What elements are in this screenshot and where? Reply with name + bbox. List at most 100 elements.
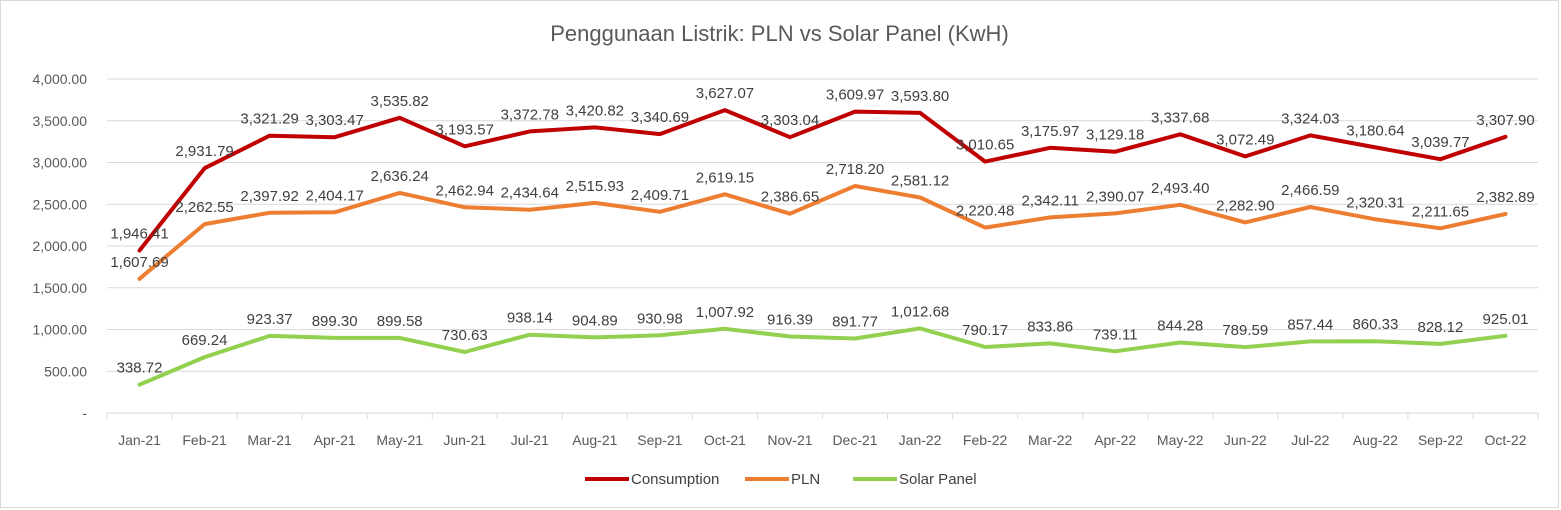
data-label-solar-panel: 789.59	[1222, 322, 1268, 339]
data-label-solar-panel: 669.24	[182, 332, 228, 349]
x-tick-label: Oct-21	[704, 432, 746, 448]
data-label-pln: 2,382.89	[1476, 189, 1534, 206]
y-tick-label: 1,000.00	[33, 322, 88, 338]
series-line-pln	[137, 184, 1508, 281]
data-label-consumption: 1,946.41	[110, 225, 168, 242]
data-label-pln: 2,404.17	[305, 187, 363, 204]
x-tick-label: Sep-21	[637, 432, 682, 448]
x-tick-label: Jul-21	[511, 432, 549, 448]
series-line-consumption	[137, 108, 1508, 253]
data-label-pln: 2,466.59	[1281, 182, 1339, 199]
data-label-pln: 2,434.64	[501, 185, 559, 202]
y-tick-label: 2,500.00	[33, 196, 88, 212]
data-label-solar-panel: 844.28	[1157, 318, 1203, 335]
data-label-consumption: 3,072.49	[1216, 131, 1274, 148]
y-tick-label: 3,000.00	[33, 155, 88, 171]
x-tick-label: Aug-22	[1353, 432, 1398, 448]
y-tick-label: 4,000.00	[33, 71, 88, 87]
data-label-solar-panel: 860.33	[1352, 316, 1398, 333]
y-tick-label: 2,000.00	[33, 238, 88, 254]
data-label-pln: 2,342.11	[1022, 192, 1079, 209]
y-tick-label: -	[82, 405, 87, 421]
data-label-consumption: 3,129.18	[1086, 127, 1144, 144]
data-label-solar-panel: 338.72	[117, 360, 163, 377]
data-label-consumption: 3,420.82	[566, 102, 624, 119]
data-label-consumption: 3,609.97	[826, 87, 884, 104]
y-tick-label: 3,500.00	[33, 113, 88, 129]
data-label-pln: 2,409.71	[631, 187, 689, 204]
data-label-solar-panel: 899.30	[312, 313, 358, 330]
data-label-consumption: 3,324.03	[1281, 110, 1339, 127]
x-tick-label: Aug-21	[572, 432, 617, 448]
legend-label-pln: PLN	[791, 471, 820, 488]
data-label-pln: 2,390.07	[1086, 188, 1144, 205]
data-label-solar-panel: 833.86	[1027, 318, 1073, 335]
x-tick-label: Apr-21	[314, 432, 356, 448]
data-label-consumption: 2,931.79	[175, 143, 233, 160]
x-tick-label: May-21	[376, 432, 423, 448]
y-tick-label: 500.00	[44, 363, 87, 379]
data-label-pln: 2,262.55	[175, 199, 233, 216]
x-tick-label: Mar-21	[247, 432, 292, 448]
x-tick-label: Feb-22	[963, 432, 1008, 448]
x-tick-label: Jan-22	[899, 432, 942, 448]
data-label-consumption: 3,175.97	[1021, 123, 1079, 140]
data-label-consumption: 3,627.07	[696, 85, 754, 102]
data-label-solar-panel: 916.39	[767, 311, 813, 328]
y-tick-label: 1,500.00	[33, 280, 88, 296]
x-tick-label: Jul-22	[1291, 432, 1329, 448]
legend-label-consumption: Consumption	[631, 471, 719, 488]
data-label-pln: 2,581.12	[891, 172, 949, 189]
data-label-consumption: 3,193.57	[436, 121, 494, 138]
data-label-solar-panel: 730.63	[442, 327, 488, 344]
data-label-pln: 2,320.31	[1346, 194, 1404, 211]
data-label-solar-panel: 891.77	[832, 314, 878, 331]
data-label-consumption: 3,307.90	[1476, 112, 1534, 129]
data-label-pln: 2,515.93	[566, 178, 624, 195]
data-label-solar-panel: 904.89	[572, 312, 618, 329]
x-tick-label: Nov-21	[767, 432, 812, 448]
data-label-pln: 2,397.92	[240, 188, 298, 205]
data-label-consumption: 3,337.68	[1151, 109, 1209, 126]
data-label-consumption: 3,593.80	[891, 88, 949, 105]
chart-title: Penggunaan Listrik: PLN vs Solar Panel (…	[550, 21, 1009, 46]
data-label-solar-panel: 930.98	[637, 310, 683, 327]
x-tick-label: Feb-21	[182, 432, 227, 448]
data-label-consumption: 3,010.65	[956, 137, 1014, 154]
data-label-pln: 2,462.94	[436, 182, 494, 199]
data-label-solar-panel: 938.14	[507, 310, 553, 327]
x-tick-label: Dec-21	[832, 432, 877, 448]
data-label-consumption: 3,535.82	[371, 93, 429, 110]
x-tick-label: Mar-22	[1028, 432, 1073, 448]
data-label-consumption: 3,303.04	[761, 112, 819, 129]
data-label-pln: 1,607.69	[110, 254, 168, 271]
data-label-consumption: 3,039.77	[1411, 134, 1469, 151]
data-label-consumption: 3,340.69	[631, 109, 689, 126]
data-label-pln: 2,386.65	[761, 189, 819, 206]
data-label-solar-panel: 739.11	[1093, 326, 1138, 343]
data-label-pln: 2,211.65	[1412, 203, 1469, 220]
data-label-consumption: 3,180.64	[1346, 122, 1404, 139]
x-tick-label: Jan-21	[118, 432, 161, 448]
data-label-solar-panel: 925.01	[1483, 311, 1529, 328]
data-label-pln: 2,220.48	[956, 203, 1014, 220]
data-label-pln: 2,493.40	[1151, 180, 1209, 197]
data-label-solar-panel: 923.37	[247, 311, 293, 328]
data-label-pln: 2,636.24	[371, 168, 429, 185]
data-label-pln: 2,718.20	[826, 161, 884, 178]
data-label-solar-panel: 828.12	[1417, 319, 1463, 336]
data-label-solar-panel: 857.44	[1287, 316, 1333, 333]
x-tick-label: Oct-22	[1484, 432, 1526, 448]
x-tick-label: Jun-22	[1224, 432, 1267, 448]
data-label-solar-panel: 1,007.92	[696, 304, 754, 321]
x-tick-label: May-22	[1157, 432, 1204, 448]
legend-label-solar-panel: Solar Panel	[899, 471, 977, 488]
data-label-pln: 2,619.15	[696, 169, 754, 186]
data-label-solar-panel: 790.17	[962, 322, 1008, 339]
data-label-consumption: 3,303.47	[305, 112, 363, 129]
x-tick-label: Apr-22	[1094, 432, 1136, 448]
x-tick-label: Jun-21	[443, 432, 486, 448]
data-label-consumption: 3,321.29	[240, 111, 298, 128]
series-line-solar-panel	[137, 326, 1508, 387]
